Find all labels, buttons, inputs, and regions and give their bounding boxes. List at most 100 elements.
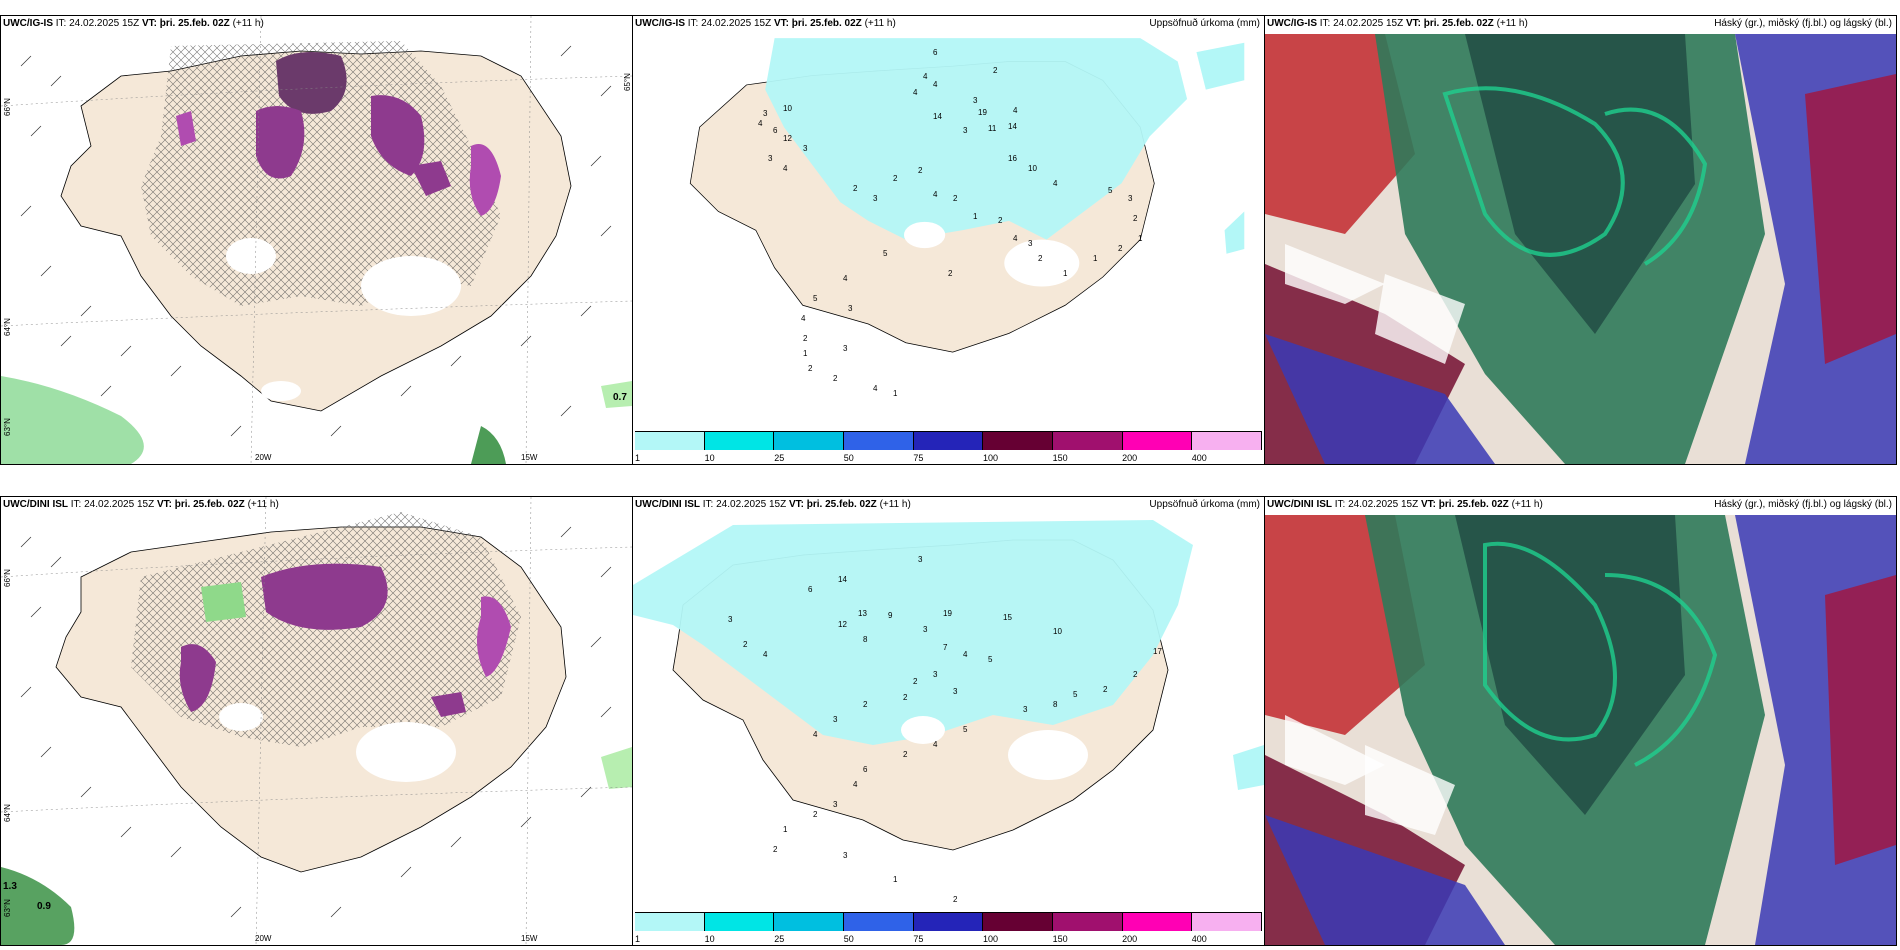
lat-label-63n: 63°N xyxy=(3,899,12,917)
lead-time: (+11 h) xyxy=(1496,18,1528,29)
precip-value: 2 xyxy=(948,269,953,278)
lat-label-64n: 64°N xyxy=(3,804,12,822)
legend-tick: 400 xyxy=(1191,934,1207,944)
lon-label-15w: 15W xyxy=(521,453,538,462)
precip-value: 3 xyxy=(848,304,853,313)
precip-value: 2 xyxy=(1118,244,1123,253)
precip-value: 1 xyxy=(1138,234,1143,243)
map-wind-barbs: 0.7 xyxy=(1,16,632,464)
legend-tick: 200 xyxy=(1122,453,1138,463)
legend-cell xyxy=(983,913,1054,931)
legend-cell xyxy=(635,913,705,931)
valid-time: VT: þri. 25.feb. 02Z xyxy=(773,18,862,29)
legend-tick: 1 xyxy=(635,453,641,463)
legend-tick: 10 xyxy=(704,934,715,944)
precip-value: 4 xyxy=(1053,179,1058,188)
legend-cell xyxy=(1122,913,1193,931)
panel-bottom-right: UWC/DINI ISL IT: 24.02.2025 15Z VT: þri.… xyxy=(1264,496,1897,946)
panel-top-left: UWC/IG-IS IT: 24.02.2025 15Z VT: þri. 25… xyxy=(0,15,633,465)
model-name: UWC/IG-IS xyxy=(1267,18,1317,29)
precip-value: 5 xyxy=(1108,186,1113,195)
init-time: IT: 24.02.2025 15Z xyxy=(1319,18,1404,29)
precip-value: 6 xyxy=(773,126,778,135)
precip-value: 2 xyxy=(833,374,838,383)
precip-value: 3 xyxy=(843,344,848,353)
precip-value: 3 xyxy=(728,615,733,624)
precip-value: 8 xyxy=(863,635,868,644)
panel-header: UWC/IG-IS IT: 24.02.2025 15Z VT: þri. 25… xyxy=(1267,18,1528,29)
legend-cell xyxy=(774,913,845,931)
precip-value: 10 xyxy=(1053,627,1062,636)
legend-tick: 150 xyxy=(1052,453,1068,463)
precip-value: 15 xyxy=(1003,613,1012,622)
panel-bottom-left: UWC/DINI ISL IT: 24.02.2025 15Z VT: þri.… xyxy=(0,496,633,946)
precip-value-labels: 6 3 3 2 4 14 13 9 19 12 15 10 8 3 7 4 5 3 2 3 2 2 3 4 17 2 2 5 8 3 5 4 2… xyxy=(633,525,1264,925)
precip-value: 1 xyxy=(803,349,808,358)
lon-label-20w: 20W xyxy=(255,453,272,462)
valid-time: VT: þri. 25.feb. 02Z xyxy=(156,499,245,510)
precip-value: 5 xyxy=(988,655,993,664)
precip-value: 5 xyxy=(883,249,888,258)
legend-tick: 75 xyxy=(913,934,924,944)
legend-cell xyxy=(913,432,984,450)
wind-value-label: 0.9 xyxy=(37,901,51,912)
precip-value: 2 xyxy=(813,810,818,819)
precip-value: 4 xyxy=(913,88,918,97)
map-wind-barbs: 1.3 0.9 xyxy=(1,497,632,945)
model-name: UWC/IG-IS xyxy=(635,18,685,29)
precip-value: 4 xyxy=(783,164,788,173)
precip-value: 6 xyxy=(933,48,938,57)
precip-value: 12 xyxy=(838,620,847,629)
valid-time: VT: þri. 25.feb. 02Z xyxy=(141,18,230,29)
precip-value: 19 xyxy=(943,609,952,618)
precip-value: 4 xyxy=(1013,234,1018,243)
init-time: IT: 24.02.2025 15Z xyxy=(70,499,155,510)
precip-value: 3 xyxy=(1128,194,1133,203)
precip-value: 1 xyxy=(1093,254,1098,263)
precip-value: 2 xyxy=(803,334,808,343)
precip-value: 4 xyxy=(763,650,768,659)
precip-value: 16 xyxy=(1008,154,1017,163)
precip-value: 2 xyxy=(1103,685,1108,694)
precip-value: 3 xyxy=(833,800,838,809)
precip-value: 5 xyxy=(1073,690,1078,699)
legend-tick: 50 xyxy=(843,934,854,944)
valid-time: VT: þri. 25.feb. 02Z xyxy=(1420,499,1509,510)
precip-value: 3 xyxy=(963,126,968,135)
panel-top-right: UWC/IG-IS IT: 24.02.2025 15Z VT: þri. 25… xyxy=(1264,15,1897,465)
precip-value: 2 xyxy=(913,677,918,686)
precip-value: 4 xyxy=(843,274,848,283)
map-clouds xyxy=(1265,34,1896,464)
precip-value: 8 xyxy=(1053,700,1058,709)
precip-value: 3 xyxy=(833,715,838,724)
lead-time: (+11 h) xyxy=(232,18,264,29)
precip-value: 1 xyxy=(973,212,978,221)
precip-value: 1 xyxy=(1063,269,1068,278)
precip-value: 3 xyxy=(953,687,958,696)
precip-value: 2 xyxy=(953,194,958,203)
precip-value: 3 xyxy=(918,555,923,564)
map-precip xyxy=(633,520,1264,851)
precip-value: 10 xyxy=(1028,164,1037,173)
precip-value: 7 xyxy=(943,643,948,652)
legend-tick: 50 xyxy=(843,453,854,463)
precip-value: 4 xyxy=(933,80,938,89)
legend-cell xyxy=(1192,913,1263,931)
lon-label-15w: 15W xyxy=(521,934,538,943)
legend-tick-labels: 1 10 25 50 75 100 150 200 400 xyxy=(635,934,1262,945)
panel-bottom-middle: UWC/DINI ISL IT: 24.02.2025 15Z VT: þri.… xyxy=(632,496,1265,946)
precip-value: 3 xyxy=(763,109,768,118)
panel-header: UWC/IG-IS IT: 24.02.2025 15Z VT: þri. 25… xyxy=(3,18,264,29)
precip-value: 1 xyxy=(893,389,898,398)
precip-value: 4 xyxy=(853,780,858,789)
panel-header: UWC/DINI ISL IT: 24.02.2025 15Z VT: þri.… xyxy=(1267,499,1543,510)
precip-value: 2 xyxy=(1133,214,1138,223)
legend-tick: 10 xyxy=(704,453,715,463)
precip-value: 13 xyxy=(858,609,867,618)
precip-value: 4 xyxy=(933,740,938,749)
precip-value: 4 xyxy=(758,119,763,128)
precip-value: 2 xyxy=(853,184,858,193)
precip-value: 3 xyxy=(873,194,878,203)
init-time: IT: 24.02.2025 15Z xyxy=(55,18,140,29)
init-time: IT: 24.02.2025 15Z xyxy=(702,499,787,510)
